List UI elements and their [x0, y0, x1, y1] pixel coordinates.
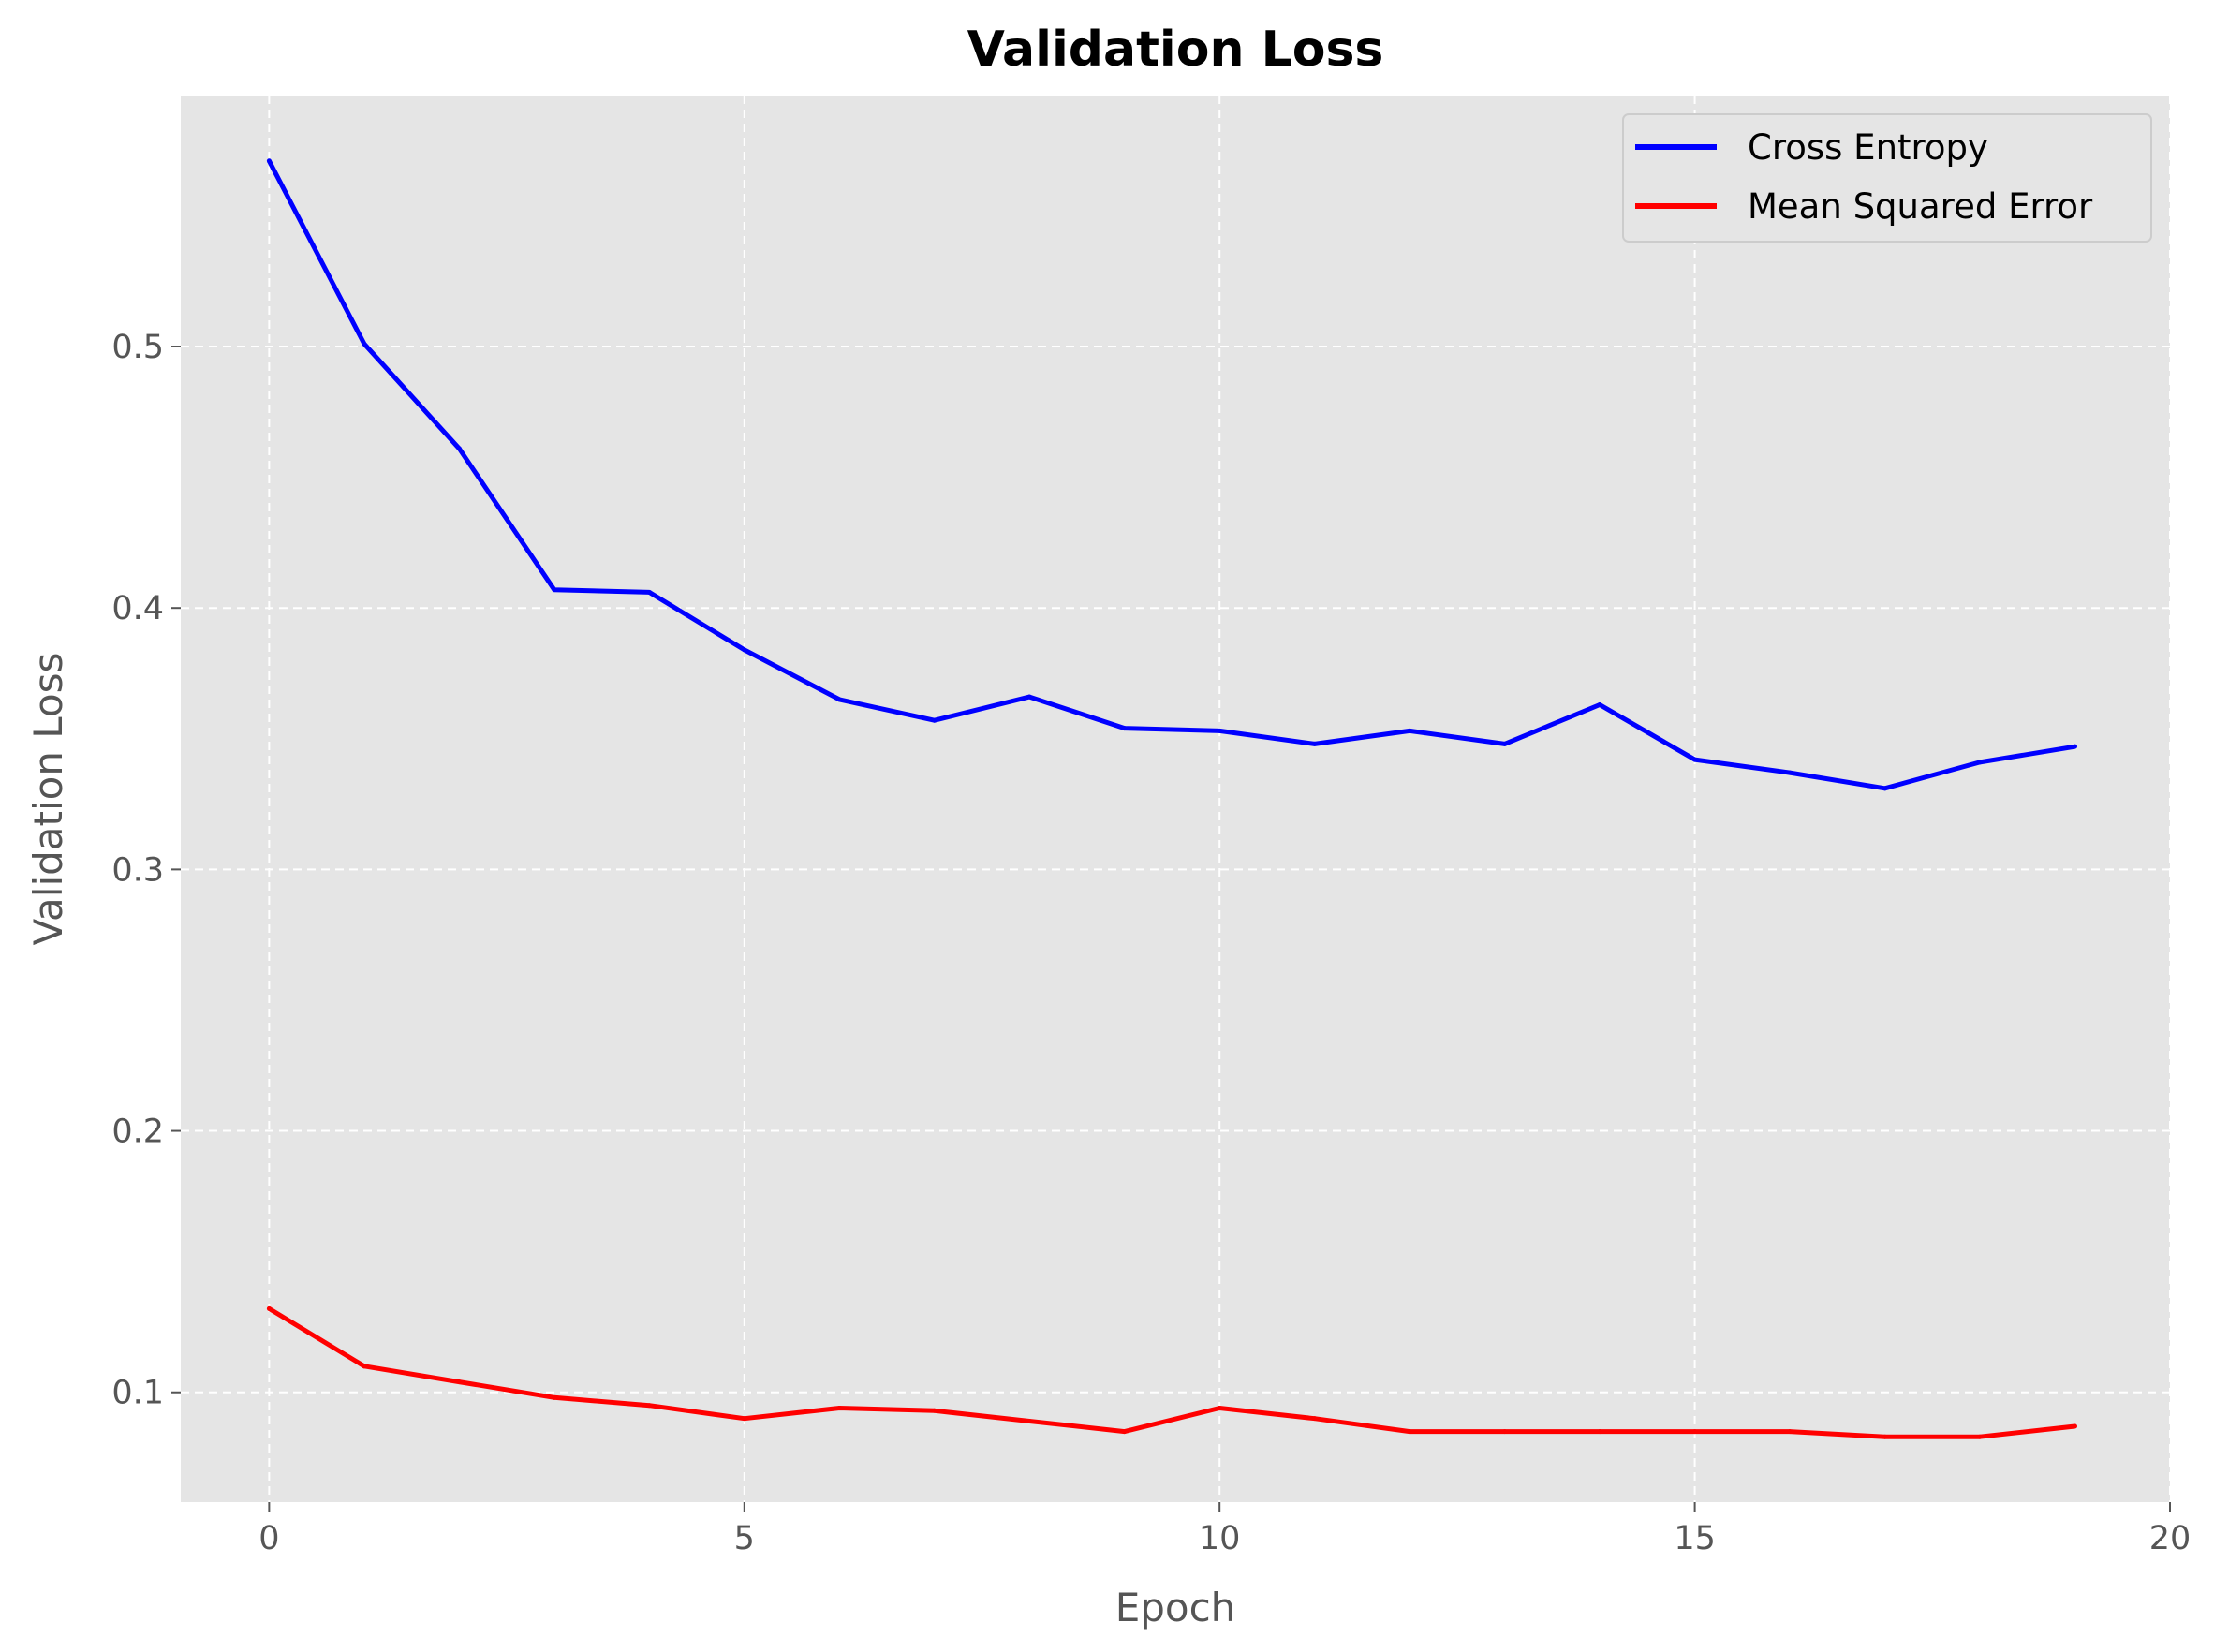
series-line-mean-squared-error — [268, 1306, 2075, 1439]
data-point-mean-squared-error — [646, 1403, 652, 1409]
x-tick-label: 0 — [258, 1520, 279, 1557]
data-point-cross-entropy — [646, 589, 652, 595]
data-point-cross-entropy — [362, 341, 367, 347]
data-point-mean-squared-error — [1217, 1405, 1222, 1410]
y-tick-label: 0.3 — [111, 851, 164, 889]
legend-box — [1622, 113, 2152, 243]
y-tick-label: 0.4 — [111, 590, 164, 627]
data-point-cross-entropy — [552, 587, 557, 593]
data-point-cross-entropy — [1882, 786, 1888, 791]
series-line-cross-entropy — [267, 159, 2075, 791]
data-point-cross-entropy — [1407, 728, 1412, 733]
data-point-cross-entropy — [1502, 741, 1508, 746]
data-point-cross-entropy — [1122, 726, 1128, 731]
y-tick-label: 0.1 — [111, 1375, 164, 1412]
data-point-mean-squared-error — [1312, 1416, 1318, 1422]
data-point-mean-squared-error — [2073, 1423, 2078, 1429]
y-axis-label: Validation Loss — [25, 653, 71, 946]
plot-area-background — [181, 96, 2170, 1502]
data-point-mean-squared-error — [1407, 1429, 1412, 1435]
legend: Cross Entropy Mean Squared Error — [1622, 113, 2152, 243]
data-point-mean-squared-error — [266, 1305, 272, 1311]
axis-ticks: 0 5 10 15 20 0.1 0.2 0.3 0.4 0.5 — [111, 329, 2191, 1557]
gridlines — [181, 96, 2171, 1502]
data-point-cross-entropy — [266, 158, 272, 164]
data-point-mean-squared-error — [742, 1416, 747, 1422]
data-point-mean-squared-error — [1692, 1429, 1698, 1435]
legend-label-mean-squared-error: Mean Squared Error — [1748, 186, 2093, 227]
data-point-cross-entropy — [456, 446, 462, 451]
data-point-cross-entropy — [1217, 728, 1222, 733]
data-point-mean-squared-error — [1026, 1418, 1032, 1423]
data-point-cross-entropy — [1977, 760, 1983, 765]
x-axis-label: Epoch — [1115, 1585, 1236, 1630]
data-point-cross-entropy — [1787, 770, 1793, 775]
data-point-cross-entropy — [742, 647, 747, 653]
data-point-mean-squared-error — [456, 1379, 462, 1385]
data-point-mean-squared-error — [1787, 1429, 1793, 1435]
data-point-cross-entropy — [1692, 757, 1698, 762]
data-point-mean-squared-error — [1122, 1429, 1128, 1435]
data-point-cross-entropy — [836, 697, 842, 702]
data-point-mean-squared-error — [1597, 1429, 1602, 1435]
x-tick-label: 20 — [2149, 1520, 2192, 1557]
data-point-mean-squared-error — [836, 1405, 842, 1410]
y-tick-label: 0.2 — [111, 1114, 164, 1151]
legend-label-cross-entropy: Cross Entropy — [1748, 127, 1988, 168]
data-series — [266, 158, 2078, 1439]
data-point-mean-squared-error — [1882, 1434, 1888, 1439]
chart-title: Validation Loss — [967, 22, 1384, 78]
data-point-mean-squared-error — [552, 1394, 557, 1400]
data-point-mean-squared-error — [1977, 1434, 1983, 1439]
data-point-cross-entropy — [2073, 744, 2078, 749]
data-point-mean-squared-error — [1502, 1429, 1508, 1435]
x-tick-label: 15 — [1674, 1520, 1716, 1557]
data-point-mean-squared-error — [362, 1364, 367, 1369]
y-tick-label: 0.5 — [111, 329, 164, 366]
x-tick-label: 5 — [734, 1520, 755, 1557]
data-point-cross-entropy — [1597, 701, 1602, 707]
x-tick-label: 10 — [1199, 1520, 1241, 1557]
data-point-cross-entropy — [1312, 741, 1318, 746]
data-point-cross-entropy — [932, 717, 937, 723]
data-point-mean-squared-error — [932, 1408, 937, 1413]
data-point-cross-entropy — [1026, 694, 1032, 700]
